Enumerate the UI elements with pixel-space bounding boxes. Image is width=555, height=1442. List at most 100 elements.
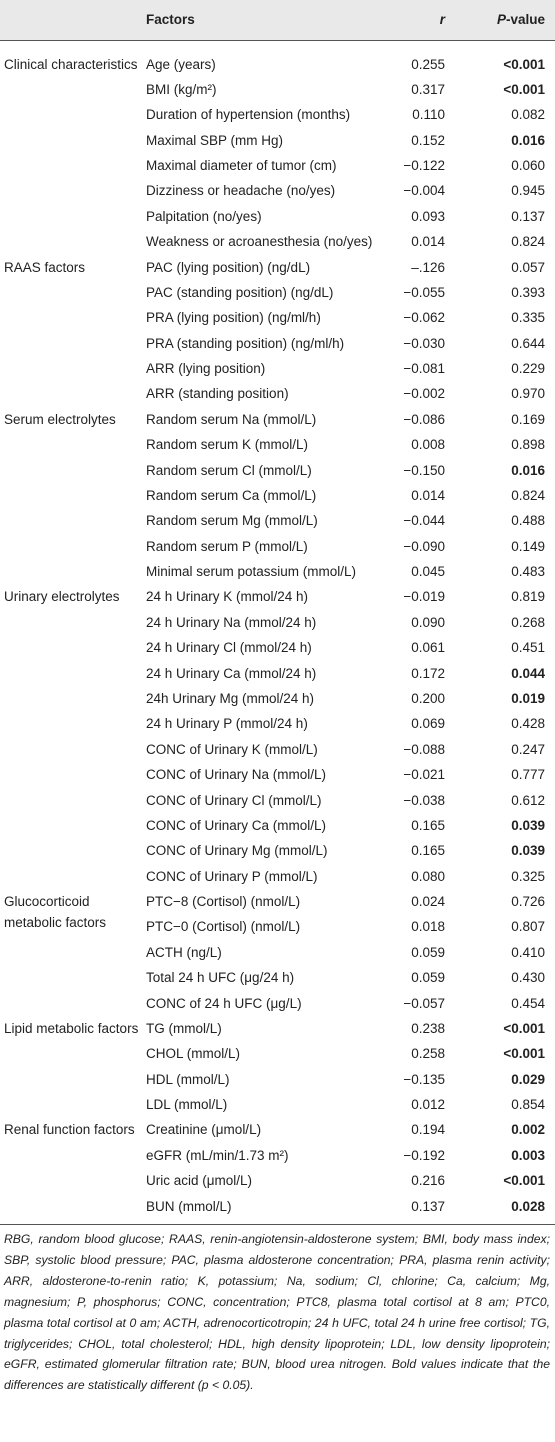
r-value: 0.255 bbox=[411, 56, 445, 72]
r-value: 0.258 bbox=[411, 1046, 445, 1062]
r-value: 0.216 bbox=[411, 1173, 445, 1189]
factor: CONC of Urinary Mg (mmol/L) bbox=[146, 843, 328, 859]
table-bottom-rule bbox=[0, 1223, 555, 1225]
factor: Age (years) bbox=[146, 56, 216, 72]
factor: Minimal serum potassium (mmol/L) bbox=[146, 564, 357, 580]
header-factors: Factors bbox=[146, 12, 195, 27]
r-value: 0.238 bbox=[411, 1020, 445, 1036]
p-value: 0.019 bbox=[511, 691, 545, 706]
factor: ACTH (ng/L) bbox=[146, 944, 222, 960]
factor: Palpitation (no/yes) bbox=[146, 208, 262, 224]
group-label: Glucocorticoid metabolic factors bbox=[4, 894, 107, 931]
factor: BMI (kg/m²) bbox=[146, 81, 217, 97]
r-value: 0.045 bbox=[411, 564, 445, 580]
p-value: 0.393 bbox=[511, 284, 545, 300]
factor: Random serum Cl (mmol/L) bbox=[146, 462, 312, 478]
r-value: 0.165 bbox=[411, 817, 445, 833]
r-value: −0.086 bbox=[403, 411, 445, 427]
factor: LDL (mmol/L) bbox=[146, 1097, 228, 1113]
r-value: 0.093 bbox=[411, 208, 445, 224]
r-value: 0.008 bbox=[411, 437, 445, 453]
factor: CONC of Urinary Cl (mmol/L) bbox=[146, 792, 322, 808]
p-value: 0.451 bbox=[511, 640, 545, 656]
r-value: −0.150 bbox=[403, 462, 445, 478]
r-value: 0.018 bbox=[411, 919, 445, 935]
p-value: 0.428 bbox=[511, 716, 545, 732]
r-value: −0.019 bbox=[403, 589, 445, 605]
factor: ARR (standing position) bbox=[146, 386, 289, 402]
p-value: <0.001 bbox=[503, 56, 545, 72]
p-value: 0.819 bbox=[511, 589, 545, 605]
r-value: −0.062 bbox=[403, 310, 445, 326]
r-value: −0.004 bbox=[403, 183, 445, 199]
factor: PRA (standing position) (ng/ml/h) bbox=[146, 335, 345, 351]
p-value: 0.039 bbox=[511, 843, 545, 859]
r-value: −0.090 bbox=[403, 538, 445, 554]
factor: Uric acid (μmol/L) bbox=[146, 1173, 253, 1189]
p-value: 0.016 bbox=[511, 462, 545, 478]
r-value: 0.059 bbox=[411, 944, 445, 960]
factor: PRA (lying position) (ng/ml/h) bbox=[146, 310, 321, 326]
p-value: 0.039 bbox=[511, 817, 545, 833]
group-label: Lipid metabolic factors bbox=[4, 1020, 139, 1036]
factor: 24 h Urinary Cl (mmol/24 h) bbox=[146, 640, 312, 656]
factor: PTC−8 (Cortisol) (nmol/L) bbox=[146, 894, 301, 910]
header-p-value: P-value bbox=[496, 12, 545, 27]
factor: Random serum P (mmol/L) bbox=[146, 538, 308, 554]
r-value: −0.088 bbox=[403, 741, 445, 757]
r-value: −0.021 bbox=[403, 767, 445, 783]
factor: CHOL (mmol/L) bbox=[146, 1046, 241, 1062]
p-value: 0.898 bbox=[511, 437, 545, 453]
p-value: 0.028 bbox=[511, 1198, 545, 1214]
factor: Random serum Na (mmol/L) bbox=[146, 411, 317, 427]
p-value: 0.060 bbox=[511, 158, 545, 174]
factor: HDL (mmol/L) bbox=[146, 1071, 230, 1087]
p-value: 0.137 bbox=[511, 208, 545, 224]
r-value: −0.038 bbox=[403, 792, 445, 808]
p-value: 0.430 bbox=[511, 970, 545, 986]
r-value: 0.137 bbox=[411, 1198, 445, 1214]
p-value: <0.001 bbox=[503, 1020, 545, 1036]
group-label: Serum electrolytes bbox=[4, 411, 116, 427]
group-label: Urinary electrolytes bbox=[4, 589, 120, 605]
factor: 24 h Urinary P (mmol/24 h) bbox=[146, 716, 308, 732]
r-value: 0.014 bbox=[411, 487, 445, 503]
p-value: <0.001 bbox=[503, 1046, 545, 1062]
group-label: RAAS factors bbox=[4, 259, 86, 275]
p-value: 0.057 bbox=[511, 259, 545, 275]
r-value: −0.055 bbox=[403, 284, 445, 300]
r-value: 0.059 bbox=[411, 970, 445, 986]
factor: Weakness or acroanesthesia (no/yes) bbox=[146, 234, 373, 250]
p-value: 0.777 bbox=[511, 767, 545, 783]
factor: ARR (lying position) bbox=[146, 361, 266, 377]
p-value: 0.268 bbox=[511, 614, 545, 630]
r-value: 0.165 bbox=[411, 843, 445, 859]
factor: PAC (lying position) (ng/dL) bbox=[146, 259, 311, 275]
r-value: −0.044 bbox=[403, 513, 445, 529]
header-rule bbox=[0, 40, 555, 41]
r-value: 0.024 bbox=[411, 894, 445, 910]
factor: 24h Urinary Mg (mmol/24 h) bbox=[146, 691, 315, 706]
p-value: 0.082 bbox=[511, 107, 545, 123]
p-value: 0.169 bbox=[511, 411, 545, 427]
p-value: 0.325 bbox=[511, 868, 545, 884]
p-value: 0.945 bbox=[511, 183, 545, 199]
factor: CONC of Urinary K (mmol/L) bbox=[146, 741, 318, 757]
p-value: 0.149 bbox=[511, 538, 545, 554]
r-value: −0.192 bbox=[403, 1147, 445, 1163]
r-value: −0.002 bbox=[403, 386, 445, 402]
factor: PAC (standing position) (ng/dL) bbox=[146, 284, 334, 300]
group-label: Renal function factors bbox=[4, 1122, 135, 1138]
factor: Random serum Ca (mmol/L) bbox=[146, 487, 317, 503]
r-value: −0.057 bbox=[403, 995, 445, 1011]
factor: eGFR (mL/min/1.73 m²) bbox=[146, 1147, 289, 1163]
p-value: 0.824 bbox=[511, 487, 545, 503]
p-value: 0.854 bbox=[511, 1097, 545, 1113]
p-value: 0.002 bbox=[511, 1122, 545, 1138]
r-value: −0.122 bbox=[403, 158, 445, 174]
p-value: 0.970 bbox=[511, 386, 545, 402]
group-label: Clinical characteristics bbox=[4, 56, 138, 72]
p-value: 0.029 bbox=[511, 1071, 545, 1087]
factor: 24 h Urinary Na (mmol/24 h) bbox=[146, 614, 317, 630]
